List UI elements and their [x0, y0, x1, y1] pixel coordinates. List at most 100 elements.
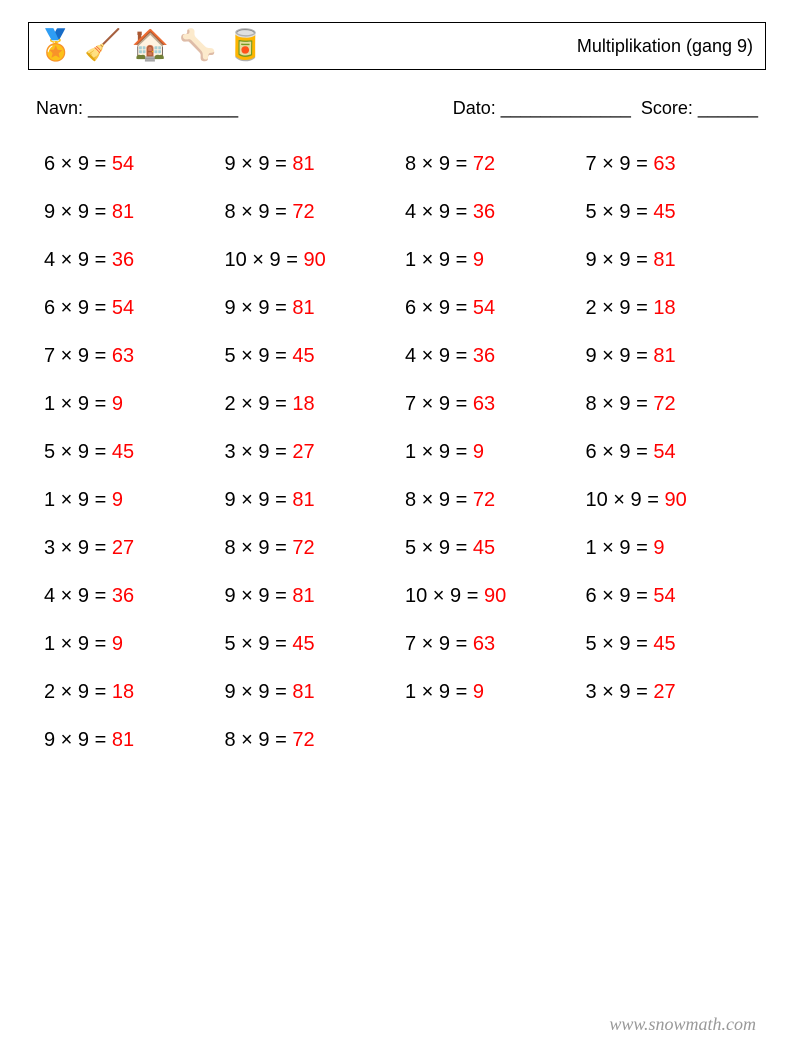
- problem-item: 4 × 9 = 36: [44, 249, 225, 272]
- problem-item: 8 × 9 = 72: [405, 489, 586, 512]
- problem-answer: 81: [292, 153, 314, 175]
- problem-answer: 63: [112, 345, 134, 367]
- problem-answer: 63: [473, 393, 495, 415]
- doghouse-icon: 🏠: [132, 31, 169, 61]
- problem-item: 8 × 9 = 72: [586, 393, 767, 416]
- problem-expression: 1 × 9 =: [44, 633, 112, 655]
- problem-item: 7 × 9 = 63: [44, 345, 225, 368]
- footer-text: www.snowmath.com: [609, 1014, 756, 1035]
- problem-item: 5 × 9 = 45: [225, 633, 406, 656]
- problem-answer: 72: [653, 393, 675, 415]
- problem-item: 9 × 9 = 81: [586, 249, 767, 272]
- problem-answer: 72: [292, 537, 314, 559]
- problem-expression: 6 × 9 =: [586, 585, 654, 607]
- problem-answer: 54: [653, 585, 675, 607]
- problems-grid: 6 × 9 = 549 × 9 = 818 × 9 = 727 × 9 = 63…: [28, 153, 766, 752]
- problem-expression: 1 × 9 =: [405, 681, 473, 703]
- problem-item: 5 × 9 = 45: [405, 537, 586, 560]
- broom-icon: 🧹: [84, 31, 121, 61]
- problem-item: 6 × 9 = 54: [44, 153, 225, 176]
- can-icon: 🥫: [226, 31, 263, 61]
- problem-answer: 81: [653, 249, 675, 271]
- problem-item: 10 × 9 = 90: [586, 489, 767, 512]
- problem-answer: 9: [112, 489, 123, 511]
- problem-item: 5 × 9 = 45: [44, 441, 225, 464]
- problem-expression: 8 × 9 =: [586, 393, 654, 415]
- problem-expression: 9 × 9 =: [586, 249, 654, 271]
- problem-expression: 2 × 9 =: [586, 297, 654, 319]
- problem-item: 1 × 9 = 9: [405, 441, 586, 464]
- problem-expression: 8 × 9 =: [225, 537, 293, 559]
- problem-expression: 3 × 9 =: [586, 681, 654, 703]
- problem-expression: 1 × 9 =: [405, 441, 473, 463]
- problem-expression: 6 × 9 =: [44, 153, 112, 175]
- problem-expression: 1 × 9 =: [44, 489, 112, 511]
- problem-answer: 54: [473, 297, 495, 319]
- problem-expression: 7 × 9 =: [405, 393, 473, 415]
- worksheet-page: 🏅 🧹 🏠 🦴 🥫 Multiplikation (gang 9) Navn: …: [0, 0, 794, 1053]
- problem-item: 6 × 9 = 54: [44, 297, 225, 320]
- problem-expression: 8 × 9 =: [405, 489, 473, 511]
- problem-answer: 36: [473, 345, 495, 367]
- problem-item: 5 × 9 = 45: [586, 201, 767, 224]
- problem-answer: 18: [112, 681, 134, 703]
- problem-expression: 4 × 9 =: [405, 345, 473, 367]
- problem-expression: 9 × 9 =: [225, 297, 293, 319]
- problem-answer: 45: [292, 633, 314, 655]
- problem-item: 1 × 9 = 9: [405, 681, 586, 704]
- problem-answer: 90: [664, 489, 686, 511]
- problem-expression: 7 × 9 =: [44, 345, 112, 367]
- problem-item: 1 × 9 = 9: [405, 249, 586, 272]
- date-field-label: Dato: _____________: [453, 98, 631, 119]
- problem-item: 9 × 9 = 81: [586, 345, 767, 368]
- problem-expression: 6 × 9 =: [44, 297, 112, 319]
- problem-expression: 9 × 9 =: [225, 681, 293, 703]
- problem-expression: 8 × 9 =: [405, 153, 473, 175]
- problem-expression: 8 × 9 =: [225, 201, 293, 223]
- problem-item: 6 × 9 = 54: [586, 441, 767, 464]
- problem-expression: 10 × 9 =: [225, 249, 304, 271]
- problem-expression: 4 × 9 =: [44, 585, 112, 607]
- problem-expression: 9 × 9 =: [44, 201, 112, 223]
- problem-item: 4 × 9 = 36: [44, 585, 225, 608]
- problem-item: 6 × 9 = 54: [586, 585, 767, 608]
- problem-answer: 27: [653, 681, 675, 703]
- problem-answer: 81: [112, 201, 134, 223]
- problem-item: 1 × 9 = 9: [586, 537, 767, 560]
- problem-answer: 9: [112, 633, 123, 655]
- problem-answer: 81: [292, 489, 314, 511]
- problem-item: 9 × 9 = 81: [225, 681, 406, 704]
- problem-expression: 4 × 9 =: [405, 201, 473, 223]
- problem-item: 8 × 9 = 72: [405, 153, 586, 176]
- problem-answer: 54: [653, 441, 675, 463]
- problem-answer: 18: [653, 297, 675, 319]
- problem-item: 1 × 9 = 9: [44, 633, 225, 656]
- problem-expression: 1 × 9 =: [44, 393, 112, 415]
- info-row: Navn: _______________ Dato: ____________…: [28, 98, 766, 119]
- problem-answer: 45: [473, 537, 495, 559]
- problem-answer: 9: [473, 681, 484, 703]
- problem-expression: 6 × 9 =: [405, 297, 473, 319]
- problem-expression: 5 × 9 =: [44, 441, 112, 463]
- problem-answer: 72: [292, 729, 314, 751]
- problem-item: 9 × 9 = 81: [44, 729, 225, 752]
- problem-answer: 72: [473, 153, 495, 175]
- problem-answer: 81: [292, 585, 314, 607]
- problem-expression: 3 × 9 =: [225, 441, 293, 463]
- problem-answer: 81: [292, 297, 314, 319]
- problem-item: 10 × 9 = 90: [225, 249, 406, 272]
- name-field-label: Navn: _______________: [36, 98, 238, 119]
- problem-answer: 9: [473, 441, 484, 463]
- problem-expression: 2 × 9 =: [44, 681, 112, 703]
- problem-item: 8 × 9 = 72: [225, 537, 406, 560]
- problem-expression: 5 × 9 =: [405, 537, 473, 559]
- problem-answer: 27: [112, 537, 134, 559]
- problem-expression: 4 × 9 =: [44, 249, 112, 271]
- header-icon-row: 🏅 🧹 🏠 🦴 🥫: [37, 31, 264, 61]
- problem-expression: 5 × 9 =: [586, 633, 654, 655]
- problem-answer: 36: [112, 249, 134, 271]
- score-field-label: Score: ______: [641, 98, 758, 119]
- worksheet-title: Multiplikation (gang 9): [577, 36, 753, 57]
- problem-item: 4 × 9 = 36: [405, 345, 586, 368]
- problem-answer: 90: [484, 585, 506, 607]
